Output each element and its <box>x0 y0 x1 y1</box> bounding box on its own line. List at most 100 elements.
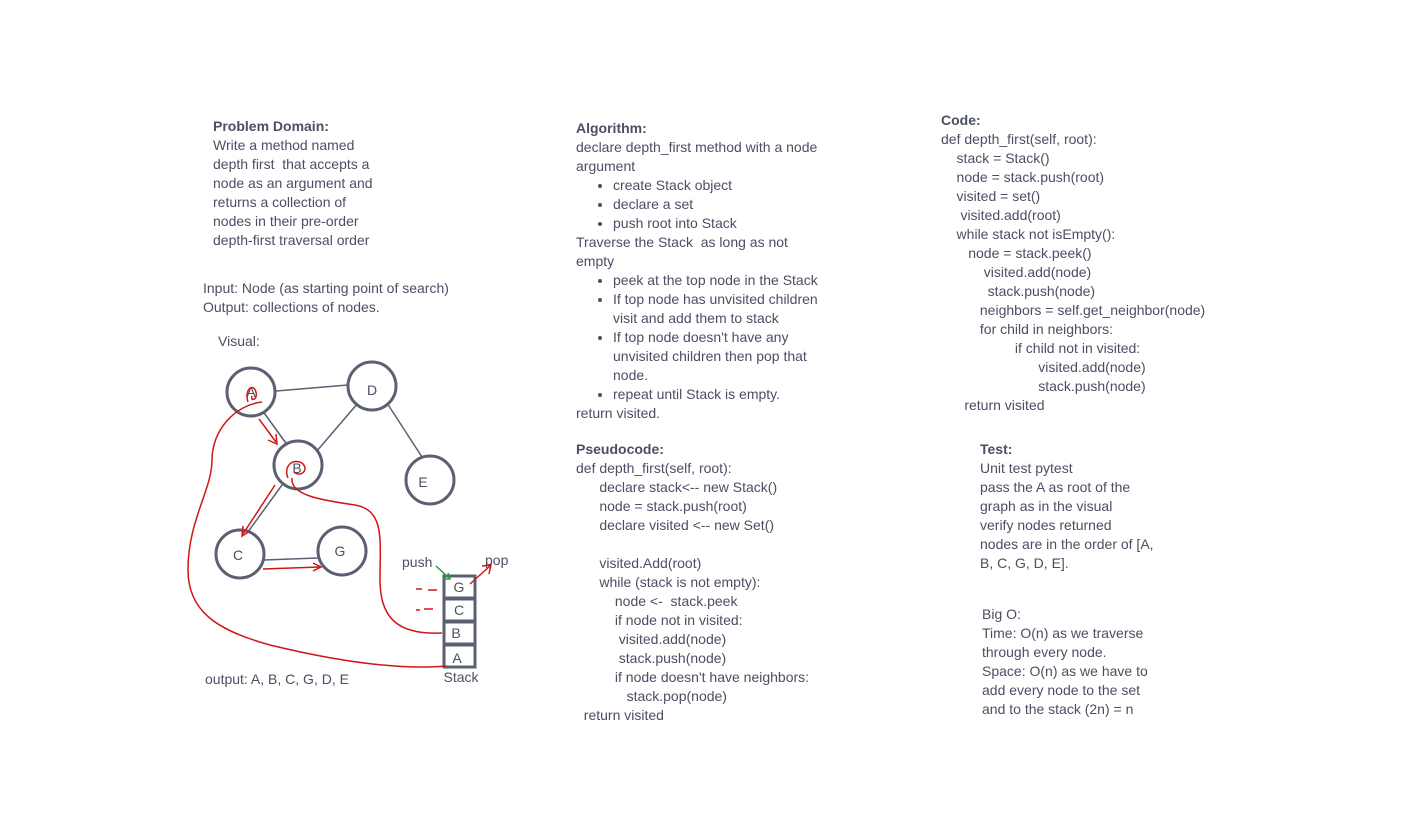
algorithm-section: Algorithm: declare depth_first method wi… <box>576 119 856 423</box>
pop-arrow-head <box>481 564 492 575</box>
algorithm-setup-item: create Stack object <box>613 176 856 195</box>
dash-c <box>416 608 433 611</box>
node-g: G <box>316 525 368 577</box>
algorithm-traverse: Traverse the Stack as long as not empty <box>576 233 856 271</box>
node-c-label: C <box>233 547 243 563</box>
bigo-section: Big O: Time: O(n) as we traverse through e… <box>982 605 1148 719</box>
algorithm-setup-list: create Stack objectdeclare a setpush roo… <box>613 176 856 233</box>
pseudocode-line: stack.pop(node) <box>576 688 727 704</box>
problem-line: Write a method named <box>213 137 355 153</box>
problem-lines: Write a method named depth first that acc… <box>213 136 373 250</box>
node-e-label: E <box>418 474 427 490</box>
bigo-line: Time: O(n) as we traverse <box>982 625 1144 641</box>
pseudocode-line: return visited <box>576 707 664 723</box>
pseudocode-line: while (stack is not empty): <box>576 574 761 590</box>
bigo-line: and to the stack (2n) = n <box>982 701 1134 717</box>
edge-d-e <box>386 402 423 458</box>
bigo-line: through every node. <box>982 644 1107 660</box>
problem-line: node as an argument and <box>213 175 373 191</box>
pseudocode-line: node = stack.push(root) <box>576 498 747 514</box>
node-d-label: D <box>367 382 377 398</box>
push-arrow <box>435 565 450 579</box>
pseudocode-heading: Pseudocode: <box>576 441 664 457</box>
traversal-output: output: A, B, C, G, D, E <box>205 671 349 687</box>
push-label: push <box>402 554 432 570</box>
arrow-c-g <box>262 566 321 570</box>
stack-label: Stack <box>443 669 479 685</box>
code-line: visited.add(node) <box>941 359 1146 375</box>
test-lines: Unit test pytest pass the A as root of th… <box>980 459 1154 573</box>
pseudocode-line <box>576 535 809 554</box>
input-text: Input: Node (as starting point of search… <box>203 280 449 296</box>
algorithm-loop-item: If top node doesn't have any unvisited ch… <box>613 328 856 385</box>
code-line: visited.add(root) <box>941 207 1061 223</box>
algorithm-loop-item: If top node has unvisited children visit … <box>613 290 856 328</box>
test-heading: Test: <box>980 441 1013 457</box>
algorithm-heading: Algorithm: <box>576 120 647 136</box>
node-a: A <box>225 366 277 418</box>
edge-a-d <box>275 384 349 392</box>
code-line: for child in neighbors: <box>941 321 1113 337</box>
arrow-a-b <box>258 418 277 443</box>
problem-line: depth-first traversal order <box>213 232 370 248</box>
stack-item-3: B <box>451 625 460 641</box>
algorithm-intro-line: argument <box>576 158 636 174</box>
algorithm-loop-item-line: If top node doesn't have any <box>613 329 789 345</box>
test-line: verify nodes returned <box>980 517 1112 533</box>
algorithm-loop-item-line: visit and add them to stack <box>613 310 779 326</box>
algorithm-loop-item: repeat until Stack is empty. <box>613 385 856 404</box>
push-arrow-head <box>444 572 452 580</box>
algorithm-intro-line: declare depth_first method with a node <box>576 139 818 155</box>
pseudocode-line: stack.push(node) <box>576 650 727 666</box>
stack-item-2: C <box>454 602 464 618</box>
algorithm-loop-item-line: node. <box>613 367 649 383</box>
algorithm-loop-list: peek at the top node in the Stack If top … <box>613 271 856 404</box>
pseudocode-line: def depth_first(self, root): <box>576 460 732 476</box>
code-lines: def depth_first(self, root): stack = Sta… <box>941 130 1205 415</box>
pseudocode-line: declare visited <-- new Set() <box>576 517 775 533</box>
pseudocode-line: visited.Add(root) <box>576 555 702 571</box>
scribble-a <box>246 386 258 403</box>
pop-arrow <box>469 565 491 585</box>
pop-label: pop <box>485 552 509 568</box>
code-line: if child not in visited: <box>941 340 1141 356</box>
code-line: neighbors = self.get_neighbor(node) <box>941 302 1206 318</box>
algorithm-loop-item-line: peek at the top node in the Stack <box>613 272 818 288</box>
arrow-a-b-head <box>267 433 278 446</box>
pseudocode-line: if node not in visited: <box>576 612 743 628</box>
problem-domain: Problem Domain: Write a method named dept… <box>213 117 373 250</box>
output-text: Output: collections of nodes. <box>203 299 380 315</box>
edge-a-b <box>261 409 289 447</box>
curve-a-stack <box>187 401 447 668</box>
test-line: nodes are in the order of [A, <box>980 536 1154 552</box>
dash-g <box>416 588 437 591</box>
algorithm-setup-item: push root into Stack <box>613 214 856 233</box>
curve-b-stack <box>291 477 443 634</box>
pseudocode-lines: def depth_first(self, root): declare sta… <box>576 459 809 725</box>
code-line: stack.push(node) <box>941 378 1146 394</box>
bigo-line: Big O: <box>982 606 1021 622</box>
node-b-label: B <box>292 460 301 476</box>
code-line: node = stack.push(root) <box>941 169 1105 185</box>
node-c: C <box>214 528 266 580</box>
pseudocode-line: declare stack<-- new Stack() <box>576 479 778 495</box>
test-section: Test: Unit test pytest pass the A as root… <box>980 440 1154 573</box>
node-g-label: G <box>335 543 346 559</box>
test-line: graph as in the visual <box>980 498 1113 514</box>
code-section: Code: def depth_first(self, root): stack… <box>941 111 1205 415</box>
stack-item-4: A <box>452 650 462 666</box>
code-line: visited.add(node) <box>941 264 1092 280</box>
stack: G C B A Stack <box>442 574 480 685</box>
scribble-b <box>286 460 306 479</box>
problem-heading: Problem Domain: <box>213 118 329 134</box>
algorithm-intro: declare depth_first method with a node ar… <box>576 138 856 176</box>
algorithm-return: return visited. <box>576 405 661 421</box>
code-line: while stack not isEmpty(): <box>941 226 1116 242</box>
code-line: def depth_first(self, root): <box>941 131 1097 147</box>
arrow-b-c <box>242 484 276 535</box>
algorithm-setup-item: declare a set <box>613 195 856 214</box>
arrow-b-c-head <box>241 525 251 538</box>
problem-line: nodes in their pre-order <box>213 213 359 229</box>
code-heading: Code: <box>941 112 981 128</box>
